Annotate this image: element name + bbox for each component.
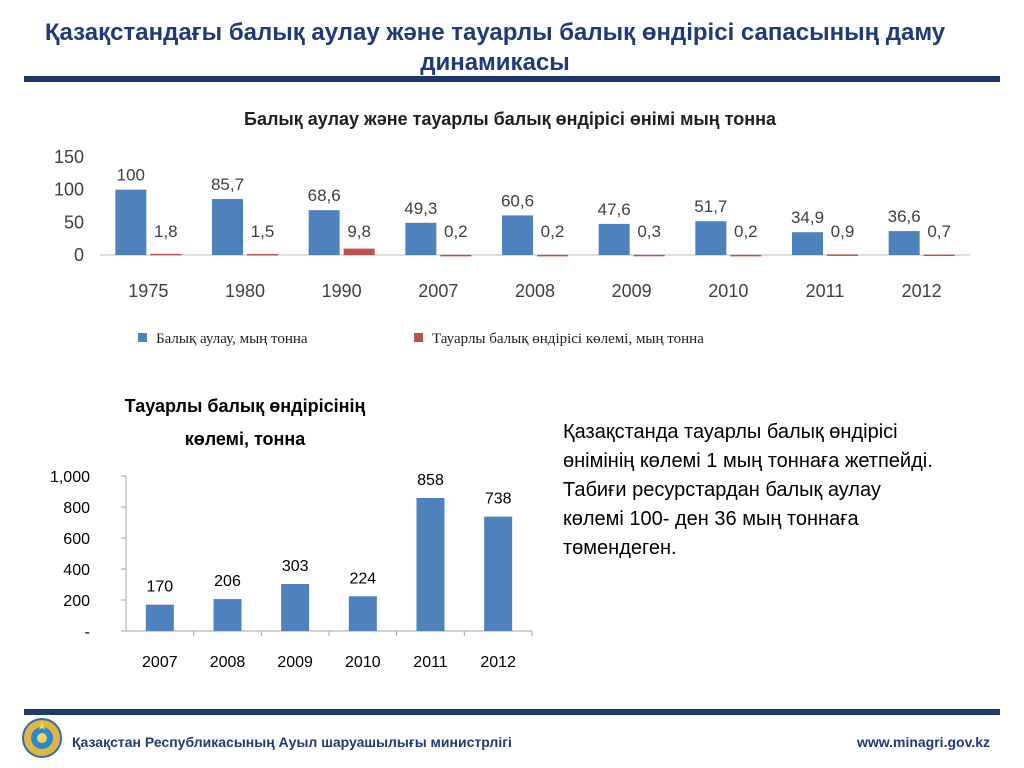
chart2-title-line: көлемі, тонна [185,429,307,449]
chart1-bar-fish-catch [792,232,823,255]
chart1-data-label: 0,9 [831,222,855,241]
chart2-bar [484,516,513,631]
chart1-x-tick-label: 2010 [708,281,748,301]
chart2-y-tick-label: 200 [63,593,90,610]
chart2-data-label: 303 [282,558,309,575]
chart1-x-tick-label: 2009 [612,281,652,301]
chart1-bar-fish-catch [888,231,920,255]
chart2-title-line: Тауарлы балық өндірісінің [125,396,366,416]
chart2-data-label: 858 [417,472,444,489]
chart1-bar-commodity [247,254,278,256]
summary-text: Қазақстанда тауарлы балық өндірісі өнімі… [563,418,943,563]
chart2-data-label: 206 [214,573,241,590]
chart1-legend-swatch-fish-catch [138,333,147,342]
chart1-legend-label: Тауарлы балық өндірісі көлемі, мың тонна [432,331,704,347]
chart1-y-tick-label: 100 [54,180,84,200]
chart2-bar [348,596,377,631]
footer-divider [24,709,1000,715]
summary-line-2: Табиғи ресурстардан балық аулау көлемі 1… [563,479,881,559]
chart1-data-label: 0,7 [927,222,951,241]
chart2-bar [213,599,242,631]
chart1-bar-commodity [150,253,182,256]
chart1-bar-commodity [440,254,472,257]
chart1-legend-swatch-commodity [414,333,423,342]
chart1-bar-commodity [827,254,858,256]
chart2-y-tick-label: 1,000 [50,469,90,486]
chart1-data-label: 34,9 [791,208,824,227]
chart2-data-label: 224 [349,570,376,587]
chart1-y-tick-label: 0 [74,245,84,265]
chart-commodity-fish: Тауарлы балық өндірісінің көлемі, тонна - 2… [50,396,533,671]
chart1-data-label: 51,7 [694,197,727,216]
chart1-y-tick-label: 150 [54,147,84,167]
chart1-data-label: 0,2 [734,222,758,241]
chart1-data-label: 9,8 [347,222,371,241]
state-emblem-icon [22,718,62,758]
chart2-y-tick-label: 800 [63,500,90,517]
chart2-data-label: 170 [146,579,173,596]
chart2-x-tick-label: 2010 [345,654,381,671]
chart1-data-label: 60,6 [501,191,534,210]
chart2-x-tick-label: 2007 [142,654,178,671]
chart1-data-label: 47,6 [598,200,631,219]
chart1-bar-commodity [343,248,375,255]
slide-title: Қазақстандағы балық аулау және тауарлы б… [44,19,946,76]
chart2-x-tick-label: 2012 [480,654,516,671]
chart1-x-tick-label: 2011 [806,281,845,301]
chart1-data-label: 0,2 [541,222,565,241]
chart1-bar-fish-catch [308,210,340,255]
chart2-bar [145,604,174,631]
footer-ministry: Қазақстан Республикасының Ауыл шаруашылы… [72,734,512,750]
chart1-bar-commodity [633,254,665,257]
chart1-bar-commodity [537,254,568,257]
chart1-bar-commodity [730,254,762,257]
chart1-x-tick-label: 1990 [322,281,362,301]
chart1-data-label: 100 [117,166,145,185]
chart1-x-tick-label: 2008 [515,281,555,301]
chart2-x-tick-label: 2011 [413,654,448,671]
chart1-x-tick-label: 2007 [418,281,458,301]
chart1-bar-commodity [923,254,955,257]
chart1-data-label: 1,5 [251,222,275,241]
chart1-legend-label: Балық аулау, мың тонна [156,331,308,347]
chart2-x-tick-label: 2009 [277,654,313,671]
title-divider [24,76,1000,82]
chart1-x-tick-label: 1980 [225,281,265,301]
chart1-bar-fish-catch [695,221,727,255]
chart1-data-label: 68,6 [308,186,341,205]
chart2-y-tick-label: 600 [63,531,90,548]
chart1-bar-fish-catch [598,223,630,255]
chart2-bar [281,584,310,631]
chart1-bar-fish-catch [502,215,533,255]
chart2-bar [416,498,445,631]
chart1-x-tick-label: 1975 [128,281,168,301]
chart1-data-label: 0,3 [637,222,661,241]
footer-website[interactable]: www.minagri.gov.kz [856,734,990,750]
summary-line-1: Қазақстанда тауарлы балық өндірісі өнімі… [563,421,933,472]
chart1-x-tick-label: 2012 [902,281,942,301]
chart-fish-catch: Балық аулау және тауарлы балық өндірісі … [54,109,970,347]
chart1-bar-fish-catch [115,189,147,255]
chart2-x-tick-label: 2008 [210,654,246,671]
chart1-data-label: 85,7 [211,175,244,194]
chart1-bar-fish-catch [212,199,243,255]
chart1-data-label: 36,6 [888,207,921,226]
chart2-data-label: 738 [485,491,512,508]
chart1-data-label: 1,8 [154,222,178,241]
chart2-y-tick-label: - [85,624,90,641]
chart1-data-label: 0,2 [444,222,468,241]
chart1-data-label: 49,3 [404,199,437,218]
chart2-y-tick-label: 400 [63,562,90,579]
chart1-y-tick-label: 50 [64,212,84,232]
chart1-bar-fish-catch [405,222,437,255]
chart1-title: Балық аулау және тауарлы балық өндірісі … [244,109,777,129]
